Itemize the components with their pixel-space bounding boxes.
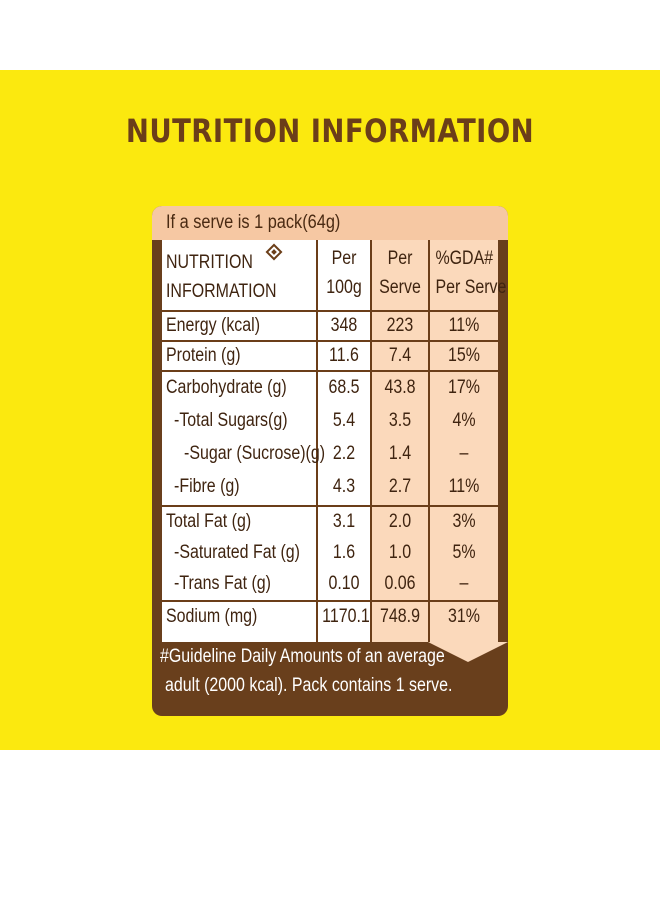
row-divider [162, 310, 498, 312]
value-per-serve: 0.06 [384, 573, 416, 594]
header-per-100g-line1: Per [331, 248, 357, 269]
value-per-serve: 223 [386, 315, 414, 336]
header-per-serve-line2: Serve [379, 277, 421, 298]
row-divider [162, 370, 498, 372]
value-per-serve: 748.9 [380, 606, 420, 627]
value-per-100g: 2.2 [332, 443, 356, 464]
header-information: INFORMATION [166, 281, 277, 302]
header-per-100g-line2: 100g [326, 277, 362, 298]
serve-info-bar: If a serve is 1 pack(64g) [152, 206, 508, 240]
per-serve-shading [372, 240, 498, 642]
row-label: Sodium (mg) [166, 606, 258, 627]
row-label: -Sugar (Sucrose)(g) [184, 443, 326, 464]
value-per-serve: 7.4 [388, 345, 412, 366]
row-label: -Total Sugars(g) [174, 410, 288, 431]
value-per-100g: 11.6 [329, 345, 359, 366]
value-gda: 17% [448, 377, 480, 398]
column-divider [316, 240, 318, 642]
value-gda: 15% [448, 345, 480, 366]
value-per-100g: 5.4 [332, 410, 356, 431]
value-per-serve: 3.5 [388, 410, 412, 431]
value-per-serve: 2.0 [388, 511, 412, 532]
row-label: -Trans Fat (g) [174, 573, 271, 594]
value-gda: – [459, 573, 469, 594]
footnote: #Guideline Daily Amounts of an average a… [160, 642, 453, 700]
value-gda: 3% [452, 511, 476, 532]
value-gda: 11% [448, 315, 480, 336]
value-gda: 11% [448, 476, 480, 497]
value-per-100g: 1170.1 [322, 606, 370, 627]
value-per-100g: 1.6 [332, 542, 356, 563]
row-label: -Fibre (g) [174, 476, 240, 497]
row-label: Total Fat (g) [166, 511, 252, 532]
serve-info-text: If a serve is 1 pack(64g) [166, 212, 341, 233]
row-divider [162, 505, 498, 507]
nutrition-table: NUTRITION INFORMATION Per 100g Per Serve… [162, 240, 507, 642]
row-label: -Saturated Fat (g) [174, 542, 300, 563]
value-gda: 4% [452, 410, 476, 431]
value-gda: 31% [448, 606, 480, 627]
value-gda: – [459, 443, 469, 464]
header-nutrition: NUTRITION [166, 252, 253, 273]
row-label: Energy (kcal) [166, 315, 261, 336]
header-gda-line2: Per Serve [435, 277, 507, 298]
header-per-serve-line1: Per [387, 248, 413, 269]
nutrition-panel: If a serve is 1 pack(64g) NUTRITION INFO… [152, 206, 508, 716]
footnote-line-1: #Guideline Daily Amounts of an average [160, 646, 445, 667]
value-gda: 5% [452, 542, 476, 563]
value-per-100g: 4.3 [332, 476, 356, 497]
row-divider [162, 600, 498, 602]
value-per-100g: 0.10 [328, 573, 360, 594]
row-label: Carbohydrate (g) [166, 377, 287, 398]
value-per-serve: 2.7 [388, 476, 412, 497]
value-per-100g: 3.1 [332, 511, 356, 532]
value-per-100g: 348 [330, 315, 358, 336]
page-title: NUTRITION INFORMATION [125, 112, 535, 150]
row-divider [162, 340, 498, 342]
diamond-icon [265, 243, 283, 261]
column-divider [428, 240, 430, 642]
footnote-line-2: adult (2000 kcal). Pack contains 1 serve… [165, 675, 453, 696]
value-per-serve: 1.4 [388, 443, 412, 464]
row-label: Protein (g) [166, 345, 241, 366]
peach-notch [428, 642, 508, 662]
header-gda-line1: %GDA# [435, 248, 494, 269]
value-per-serve: 1.0 [388, 542, 412, 563]
column-divider [370, 240, 372, 642]
value-per-100g: 68.5 [328, 377, 360, 398]
value-per-serve: 43.8 [384, 377, 416, 398]
